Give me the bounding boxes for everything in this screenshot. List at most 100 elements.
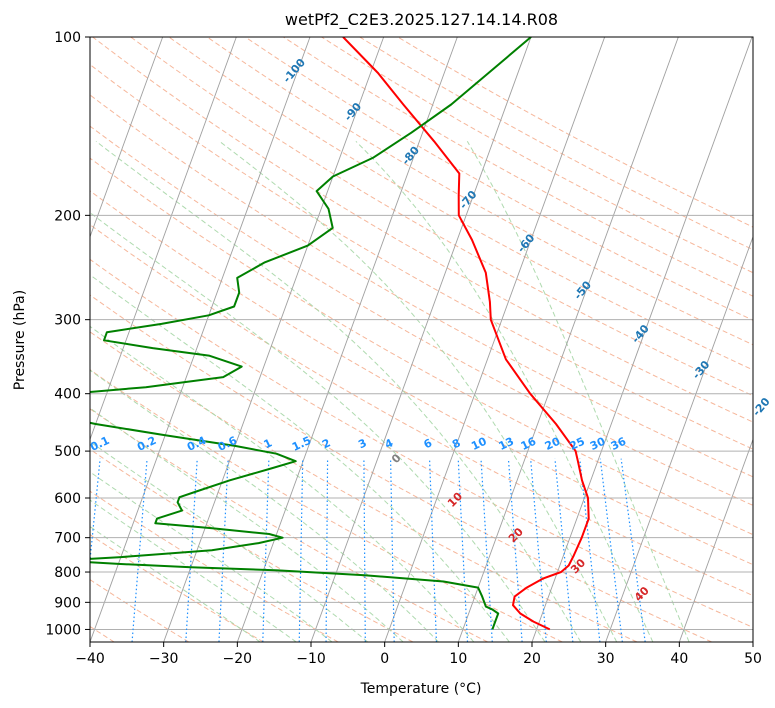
dry-adiabat xyxy=(321,37,753,274)
dry-adiabat xyxy=(90,125,753,506)
mixing-ratio-label: 10 xyxy=(469,435,489,453)
dry-adiabat xyxy=(90,534,264,642)
dry-adiabat xyxy=(90,258,753,628)
mixing-ratio-line xyxy=(507,458,523,642)
dry-adiabat xyxy=(92,37,753,423)
isotherm-line xyxy=(90,37,237,441)
wetbulb-label: -30 xyxy=(690,358,713,382)
mixing-ratio-line xyxy=(480,458,493,642)
x-tick-label: 10 xyxy=(449,651,467,667)
wetbulb-label: -60 xyxy=(515,231,538,255)
mixing-ratio-label: 16 xyxy=(519,435,539,453)
mixing-ratio-line xyxy=(363,458,366,642)
isotherm-line xyxy=(531,37,753,642)
isotherm-line xyxy=(605,235,753,642)
y-axis-label: Pressure (hPa) xyxy=(12,290,28,390)
axes: −40 −30 −20 −10 0 10 20 30 40 50 100 200 300 400 500 60… xyxy=(45,30,762,667)
mixing-ratio-line xyxy=(457,458,469,642)
dry-adiabat xyxy=(90,579,190,642)
y-tick-label: 800 xyxy=(54,565,81,581)
dry-adiabat xyxy=(90,408,488,642)
isotherm-line xyxy=(163,37,385,642)
y-tick-label: 700 xyxy=(54,531,81,547)
isotherm-line xyxy=(310,37,532,642)
y-tick-label: 500 xyxy=(54,444,81,460)
background-lines xyxy=(90,37,753,642)
mixing-ratio-label: 1 xyxy=(262,436,274,451)
theta-label: 40 xyxy=(632,584,652,604)
isotherm-line xyxy=(457,37,679,642)
y-tick-label: 200 xyxy=(54,208,81,224)
y-tick-label: 300 xyxy=(54,313,81,329)
mixing-ratio-line xyxy=(90,458,101,567)
moist-adiabat xyxy=(355,140,654,642)
x-tick-label: 40 xyxy=(670,651,688,667)
y-tick-label: 600 xyxy=(54,491,81,507)
dry-adiabat xyxy=(244,37,753,321)
moist-adiabat xyxy=(219,140,618,642)
mixing-ratio-label: 13 xyxy=(497,435,516,453)
mixing-ratio-line xyxy=(554,458,574,642)
mixing-ratio-line xyxy=(131,458,148,642)
isotherm-line xyxy=(90,37,164,239)
wetbulb-label: -90 xyxy=(342,100,365,124)
chart-title: wetPf2_C2E3.2025.127.14.14.R08 xyxy=(284,10,559,29)
temperature-profile xyxy=(342,37,590,631)
mixing-ratio-label: 3 xyxy=(356,436,368,451)
dry-adiabat xyxy=(90,369,563,642)
mixing-ratio-line xyxy=(325,458,329,642)
isotherm-line xyxy=(752,640,753,642)
x-tick-label: −30 xyxy=(149,651,179,667)
profile-lines xyxy=(90,37,590,631)
isotherm-line xyxy=(384,37,606,642)
mixing-ratio-line xyxy=(218,458,229,642)
mixing-ratio-line xyxy=(530,458,547,642)
dry-adiabat xyxy=(90,63,753,450)
plot-frame xyxy=(89,36,754,643)
mixing-ratio-line xyxy=(428,458,438,642)
mixing-ratio-label: 36 xyxy=(609,435,629,453)
isotherm-line xyxy=(678,438,753,642)
y-tick-label: 400 xyxy=(54,387,81,403)
mixing-ratio-line xyxy=(185,458,198,642)
dry-adiabat xyxy=(90,94,753,478)
dry-adiabat xyxy=(283,37,753,297)
mixing-ratio-label: 4 xyxy=(383,436,396,451)
mixing-ratio-label: 30 xyxy=(588,435,608,453)
mixing-ratio-line xyxy=(298,458,304,642)
theta-label: 10 xyxy=(445,490,465,510)
dry-adiabat xyxy=(90,331,638,642)
x-tick-label: 50 xyxy=(744,651,762,667)
theta-label: 20 xyxy=(506,525,526,545)
moist-adiabat xyxy=(90,525,261,642)
wetbulb-label: -80 xyxy=(399,144,422,168)
dry-adiabat xyxy=(90,490,339,642)
dry-adiabat xyxy=(90,190,753,566)
dry-adiabat xyxy=(130,37,753,397)
x-axis-label: Temperature (°C) xyxy=(360,681,482,697)
y-tick-label: 900 xyxy=(54,595,81,611)
x-tick-label: 30 xyxy=(597,651,615,667)
dry-adiabat xyxy=(90,157,753,536)
x-tick-label: −10 xyxy=(296,651,326,667)
isotherm-line xyxy=(90,37,311,642)
y-tick-label: 100 xyxy=(54,30,81,46)
dry-adiabat xyxy=(90,294,712,642)
dewpoint-profile xyxy=(90,37,532,630)
y-tick-label: 1000 xyxy=(45,622,81,638)
dry-adiabat xyxy=(90,224,753,597)
x-tick-label: 20 xyxy=(523,651,541,667)
mixing-ratio-label: 20 xyxy=(543,435,563,453)
mixing-ratio-label: 25 xyxy=(568,435,587,453)
mixing-ratio-line xyxy=(599,458,623,642)
x-tick-label: −20 xyxy=(223,651,253,667)
mixing-ratio-line xyxy=(389,458,395,642)
moist-adiabat xyxy=(90,212,546,642)
wetbulb-label: -50 xyxy=(571,278,594,302)
wetbulb-label: -70 xyxy=(457,188,480,212)
mixing-ratio-line xyxy=(620,458,646,642)
x-tick-label: −40 xyxy=(75,651,105,667)
dry-adiabat xyxy=(397,37,753,228)
x-tick-label: 0 xyxy=(380,651,389,667)
